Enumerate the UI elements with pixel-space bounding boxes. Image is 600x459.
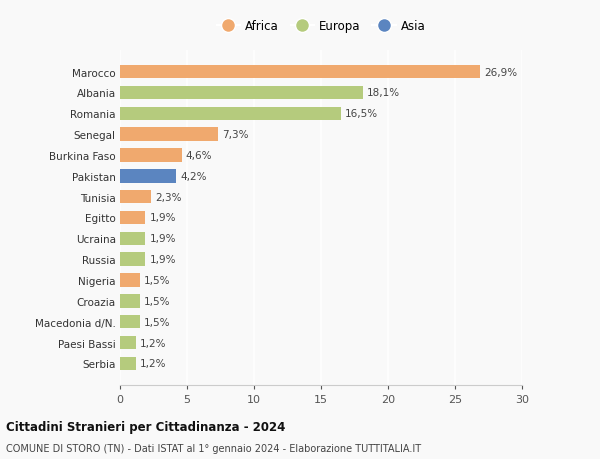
Bar — [120, 107, 341, 121]
Bar — [120, 315, 140, 329]
Text: 2,3%: 2,3% — [155, 192, 181, 202]
Bar — [120, 357, 136, 370]
Bar — [120, 190, 151, 204]
Text: 1,9%: 1,9% — [149, 255, 176, 264]
Bar — [120, 294, 140, 308]
Text: 4,2%: 4,2% — [180, 172, 207, 181]
Text: 1,2%: 1,2% — [140, 338, 167, 348]
Bar — [120, 336, 136, 350]
Bar — [120, 253, 145, 266]
Text: 1,9%: 1,9% — [149, 213, 176, 223]
Bar — [120, 86, 362, 100]
Text: 18,1%: 18,1% — [367, 88, 400, 98]
Legend: Africa, Europa, Asia: Africa, Europa, Asia — [213, 16, 429, 36]
Bar — [120, 232, 145, 246]
Text: 1,5%: 1,5% — [144, 275, 170, 285]
Text: 1,2%: 1,2% — [140, 358, 167, 369]
Text: 1,9%: 1,9% — [149, 234, 176, 244]
Text: 7,3%: 7,3% — [222, 130, 248, 140]
Text: 1,5%: 1,5% — [144, 317, 170, 327]
Bar — [120, 170, 176, 183]
Bar — [120, 66, 481, 79]
Text: 4,6%: 4,6% — [185, 151, 212, 161]
Text: Cittadini Stranieri per Cittadinanza - 2024: Cittadini Stranieri per Cittadinanza - 2… — [6, 420, 286, 433]
Text: 1,5%: 1,5% — [144, 296, 170, 306]
Text: 26,9%: 26,9% — [484, 67, 518, 78]
Text: COMUNE DI STORO (TN) - Dati ISTAT al 1° gennaio 2024 - Elaborazione TUTTITALIA.I: COMUNE DI STORO (TN) - Dati ISTAT al 1° … — [6, 443, 421, 453]
Bar — [120, 274, 140, 287]
Bar — [120, 211, 145, 225]
Bar — [120, 149, 182, 162]
Bar — [120, 128, 218, 142]
Text: 16,5%: 16,5% — [345, 109, 378, 119]
